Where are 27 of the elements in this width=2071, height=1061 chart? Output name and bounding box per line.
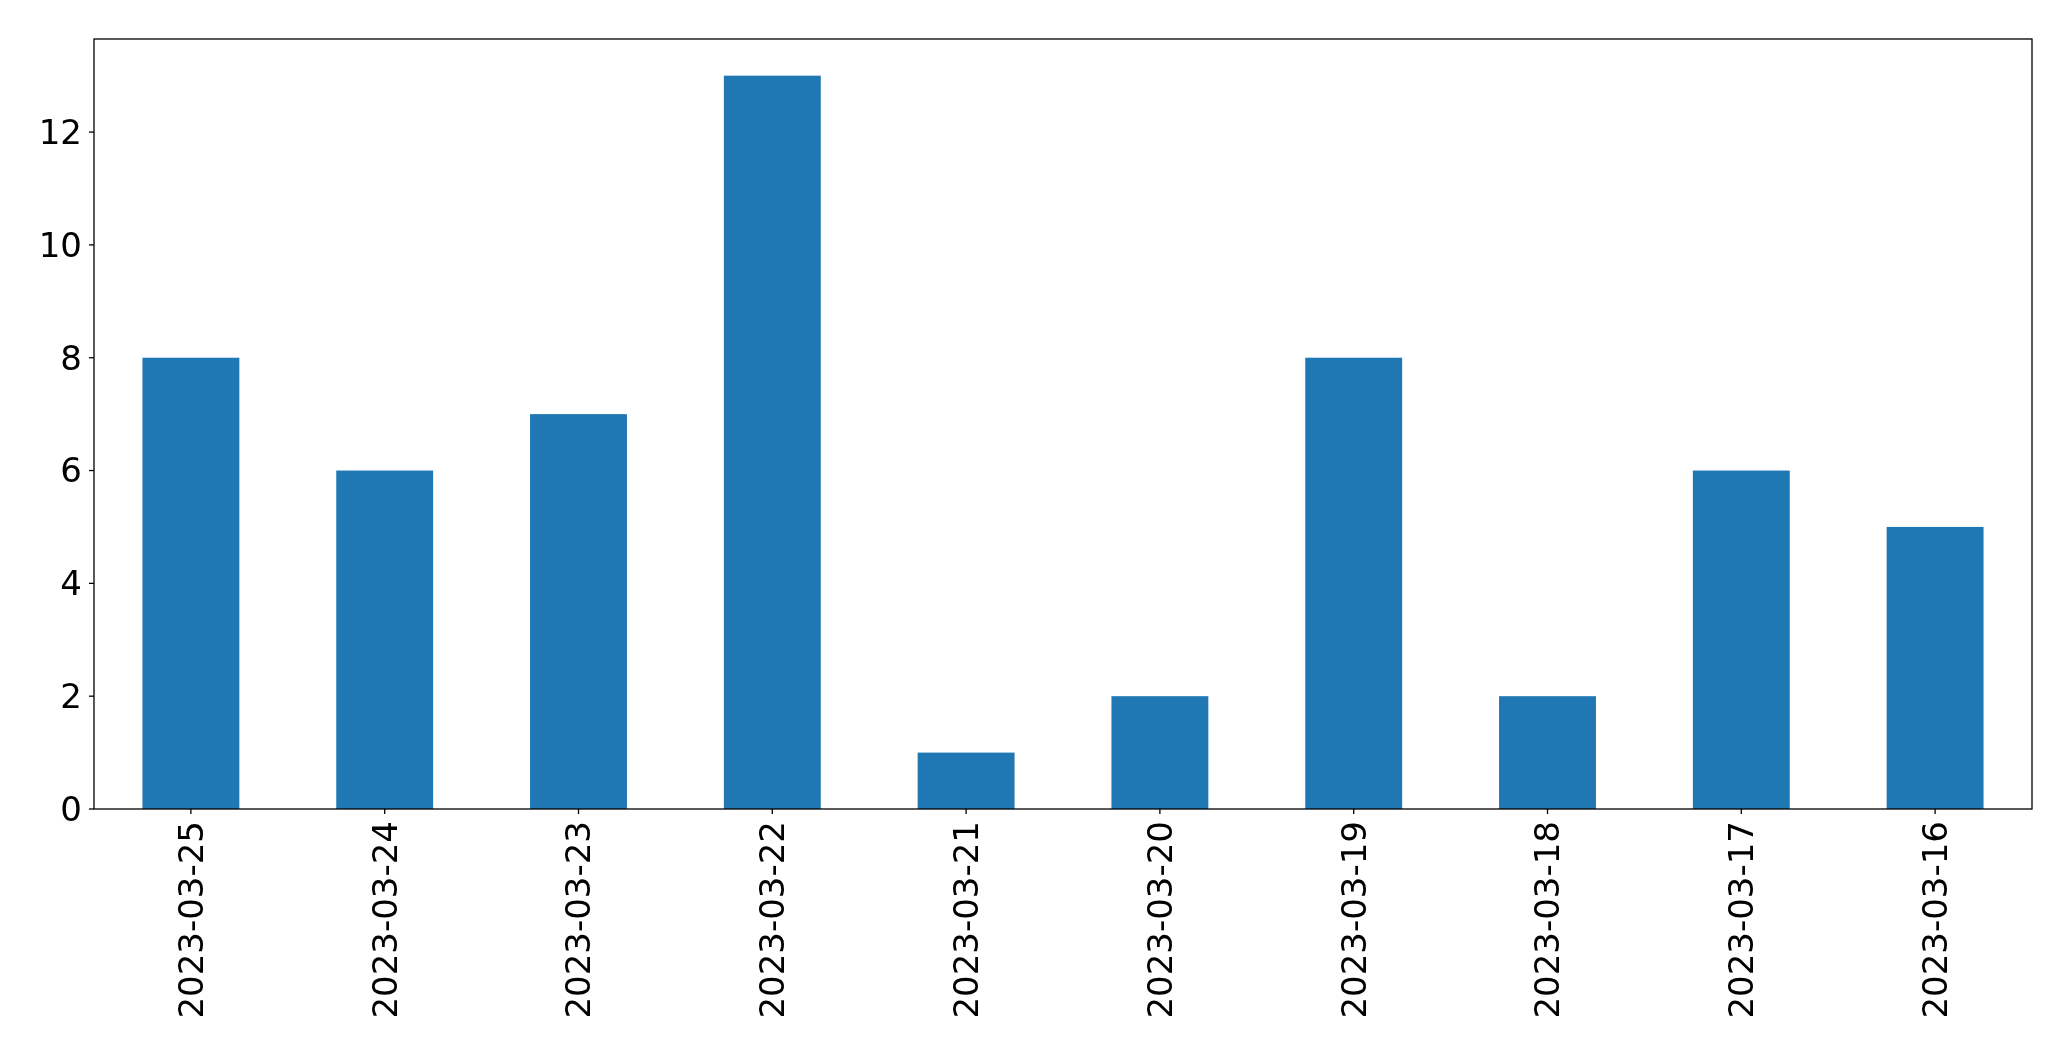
bar xyxy=(1111,696,1209,809)
bar xyxy=(336,470,434,809)
x-tick-label: 2023-03-25 xyxy=(170,821,211,1019)
x-tick-label: 2023-03-21 xyxy=(946,821,986,1019)
bar xyxy=(142,357,240,809)
bar xyxy=(723,75,821,809)
bar xyxy=(1886,526,1984,809)
x-tick-label: 2023-03-22 xyxy=(752,821,793,1019)
x-tick-label: 2023-03-24 xyxy=(364,821,405,1019)
y-tick-label: 12 xyxy=(38,111,82,152)
y-tick-label: 2 xyxy=(60,676,82,717)
y-tick-label: 8 xyxy=(60,337,82,378)
y-tick-label: 10 xyxy=(38,224,82,265)
x-tick-label: 2023-03-19 xyxy=(1333,821,1374,1019)
x-tick-label: 2023-03-16 xyxy=(1915,821,1955,1019)
y-tick-label: 6 xyxy=(60,450,82,491)
bar xyxy=(1305,357,1403,809)
bar xyxy=(1692,470,1790,809)
bar xyxy=(1499,696,1596,809)
x-tick-label: 2023-03-20 xyxy=(1139,821,1180,1019)
x-tick-label: 2023-03-17 xyxy=(1721,821,1762,1019)
bar xyxy=(530,414,627,809)
x-tick-label: 2023-03-23 xyxy=(558,821,599,1019)
x-tick-label: 2023-03-18 xyxy=(1527,821,1568,1019)
y-tick-label: 0 xyxy=(60,788,82,829)
y-tick-label: 4 xyxy=(60,563,82,604)
bar xyxy=(917,752,1015,809)
